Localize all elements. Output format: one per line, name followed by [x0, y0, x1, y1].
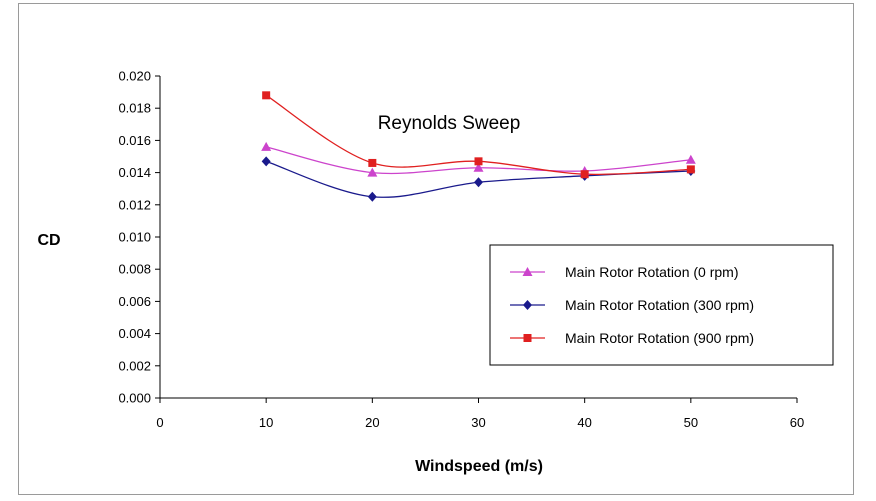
x-tick-label: 30: [471, 415, 485, 430]
y-tick-label: 0.014: [118, 165, 151, 180]
chart-title: Reynolds Sweep: [378, 113, 521, 134]
data-point-square: [686, 165, 695, 174]
data-point-square: [368, 158, 377, 167]
y-tick-label: 0.004: [118, 326, 151, 341]
data-point-triangle: [473, 162, 484, 172]
legend-label: Main Rotor Rotation (300 rpm): [565, 297, 754, 313]
legend-marker-triangle: [522, 267, 533, 276]
data-point-square: [474, 157, 483, 166]
y-tick-label: 0.006: [118, 294, 151, 309]
data-point-triangle: [367, 167, 378, 177]
y-tick-label: 0.020: [118, 69, 151, 84]
y-ticks: 0.000 0.002 0.004 0.006 0.008 0.010 0.012 0.014…: [118, 69, 160, 406]
x-axis-label: Windspeed (m/s): [415, 458, 543, 475]
data-point-square: [580, 170, 589, 179]
legend-label: Main Rotor Rotation (0 rpm): [565, 264, 739, 280]
x-tick-label: 0: [156, 415, 163, 430]
x-tick-label: 50: [684, 415, 698, 430]
data-point-diamond: [474, 177, 483, 188]
legend-marker-diamond: [523, 300, 532, 310]
x-tick-label: 40: [577, 415, 591, 430]
legend-marker-square: [523, 334, 532, 342]
legend: Main Rotor Rotation (0 rpm) Main Rotor Ro…: [489, 244, 834, 366]
x-ticks: 0 10 20 30 40 50 60: [156, 398, 804, 430]
data-point-triangle: [685, 154, 696, 164]
y-tick-label: 0.010: [118, 230, 151, 245]
data-point-triangle: [261, 141, 272, 151]
legend-box: [489, 244, 834, 366]
y-tick-label: 0.002: [118, 358, 151, 373]
data-point-diamond: [261, 156, 271, 167]
y-tick-label: 0.008: [118, 262, 151, 277]
y-tick-label: 0.000: [118, 391, 151, 406]
series-markers: [261, 91, 696, 202]
y-axis-label: CD: [37, 232, 60, 249]
y-tick-label: 0.012: [118, 197, 151, 212]
data-point-diamond: [367, 191, 377, 202]
x-tick-label: 10: [259, 415, 273, 430]
chart-frame: [18, 3, 854, 495]
data-point-square: [262, 91, 271, 100]
y-tick-label: 0.018: [118, 101, 151, 116]
x-tick-label: 60: [790, 415, 804, 430]
y-tick-label: 0.016: [118, 133, 151, 148]
x-tick-label: 20: [365, 415, 379, 430]
legend-label: Main Rotor Rotation (900 rpm): [565, 330, 754, 346]
